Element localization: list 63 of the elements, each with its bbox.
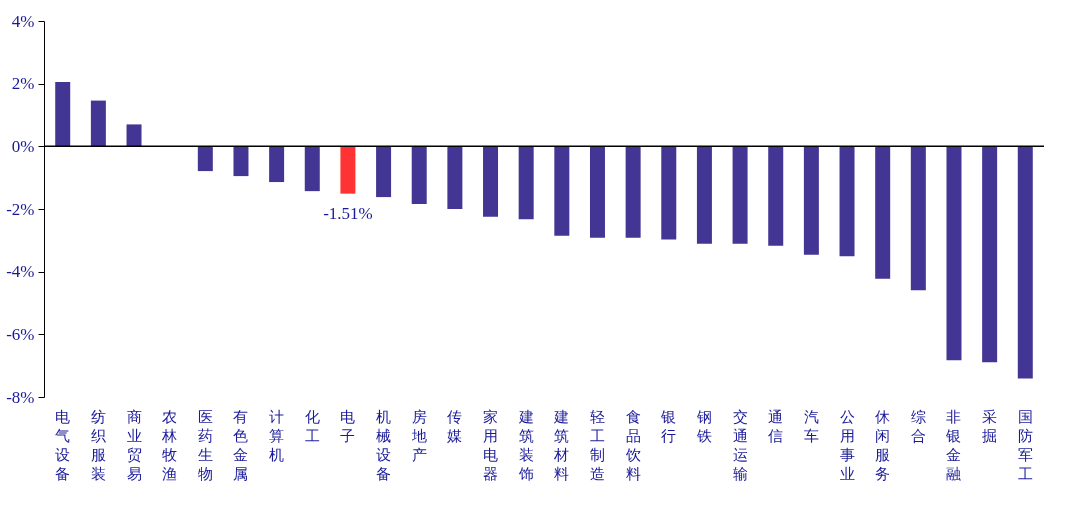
- x-tick-label: 电子: [340, 408, 356, 444]
- x-tick-label: 家用电器: [483, 408, 499, 482]
- x-tick-label: 建筑材料: [553, 408, 570, 482]
- bar: [411, 146, 427, 204]
- x-tick-label: 汽车: [803, 408, 819, 444]
- x-tick-label: 医药生物: [197, 408, 213, 482]
- x-tick-label: 综合: [910, 408, 926, 444]
- bar: [625, 146, 641, 238]
- bar: [554, 146, 570, 236]
- y-tick-label: -4%: [6, 262, 35, 282]
- bar: [340, 146, 356, 194]
- bar: [803, 146, 819, 255]
- y-tick-label: 4%: [11, 11, 35, 31]
- x-tick-label: 国防军工: [1017, 408, 1033, 482]
- x-tick-label: 钢铁: [695, 408, 712, 444]
- bar: [447, 146, 463, 209]
- x-tick-label: 非银金融: [945, 408, 962, 482]
- x-tick-label: 农林牧渔: [161, 408, 178, 482]
- x-tick-label: 建筑装饰: [517, 408, 534, 482]
- bar: [696, 146, 712, 244]
- x-tick-label: 休闲服务: [875, 408, 891, 482]
- bar: [518, 146, 534, 220]
- x-tick-label: 化工: [304, 408, 320, 444]
- bar: [661, 146, 677, 240]
- x-tick-label: 通信: [768, 408, 784, 444]
- y-tick-label: -6%: [6, 324, 35, 344]
- bar: [269, 146, 285, 183]
- bar: [589, 146, 605, 238]
- bar: [946, 146, 962, 361]
- bar: [55, 82, 71, 147]
- x-tick-label: 食品饮料: [624, 408, 641, 482]
- bar: [233, 146, 249, 177]
- x-tick-label: 交通运输: [732, 408, 748, 482]
- bar: [875, 146, 891, 279]
- bar: [197, 146, 213, 172]
- x-tick-label: 轻工制造: [589, 408, 605, 482]
- x-tick-label: 银行: [660, 408, 677, 444]
- bar: [732, 146, 748, 244]
- data-label: -1.51%: [323, 203, 373, 223]
- bar: [1017, 146, 1033, 379]
- bar: [483, 146, 499, 217]
- y-tick-label: -2%: [6, 199, 35, 219]
- x-tick-label: 纺织服装: [90, 408, 106, 482]
- bar: [910, 146, 926, 291]
- bar: [376, 146, 392, 198]
- x-tick-label: 传媒: [447, 408, 463, 444]
- x-tick-label: 机械设备: [376, 408, 392, 482]
- x-tick-label: 采掘: [982, 408, 998, 444]
- x-tick-label: 房地产: [410, 408, 427, 463]
- x-tick-label: 有色金属: [233, 408, 249, 482]
- x-tick-label: 商业贸易: [126, 408, 142, 482]
- x-tick-label: 计算机: [269, 408, 285, 463]
- bar: [304, 146, 320, 192]
- x-tick-label: 电气设备: [55, 408, 71, 482]
- y-tick-label: 0%: [11, 136, 35, 156]
- x-tick-label: 公用事业: [839, 408, 855, 482]
- bar: [768, 146, 784, 246]
- y-tick-label: 2%: [11, 74, 35, 94]
- bar: [839, 146, 855, 257]
- y-tick-label: -8%: [6, 387, 35, 407]
- bar: [126, 124, 142, 147]
- bar: [90, 100, 106, 147]
- bar: [982, 146, 998, 363]
